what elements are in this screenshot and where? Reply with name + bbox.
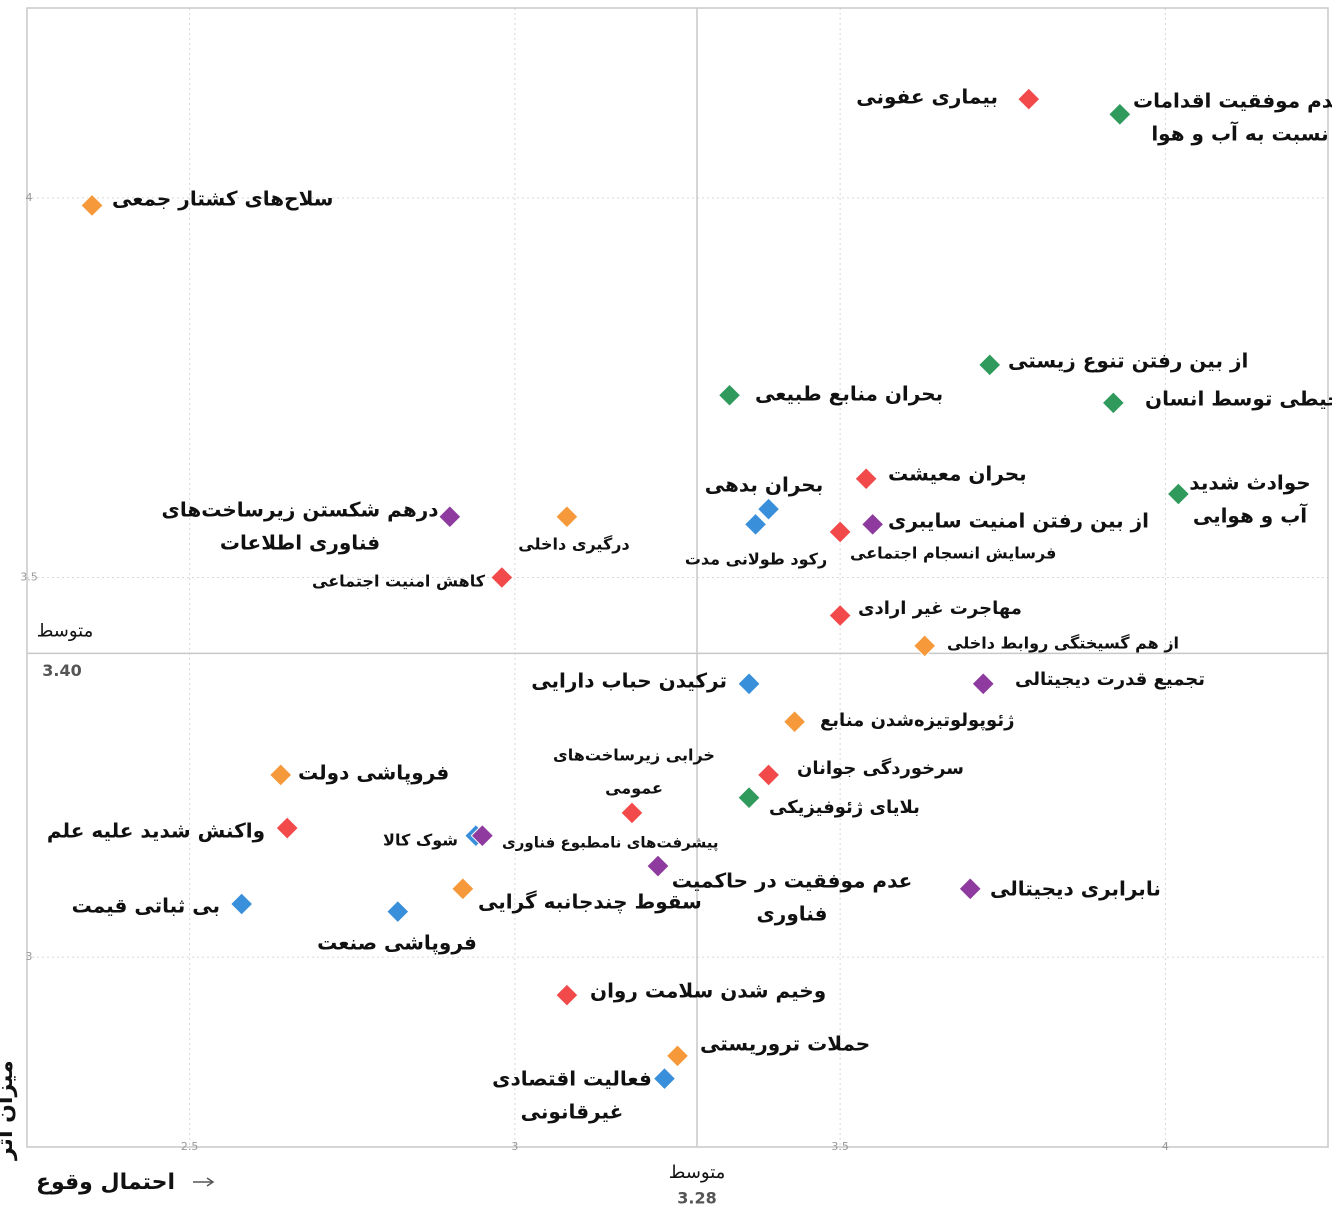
risk-label: خرابی زیرساخت‌های	[553, 746, 715, 765]
risk-label: عدم موفقیت در حاکمیت	[672, 869, 913, 893]
risk-label: عدم موفقیت اقدامات	[1133, 89, 1332, 113]
risk-marker	[958, 877, 982, 901]
risk-label: مهاجرت غیر ارادی	[858, 598, 1022, 619]
risk-marker	[782, 710, 807, 734]
risk-marker	[1017, 87, 1041, 111]
risk-label: نابرابری دیجیتالی	[990, 877, 1161, 901]
y-tick-label: 3.5	[20, 571, 38, 584]
plot-frame	[26, 7, 1329, 1148]
y-axis-title: میزان اثر	[0, 1060, 18, 1161]
risk-marker	[646, 854, 670, 878]
risk-marker	[854, 467, 878, 491]
risk-marker	[275, 816, 299, 840]
risk-label: آسیب محیطی توسط انسان	[1145, 386, 1332, 411]
mean-value: 3.28	[677, 1189, 716, 1208]
x-tick-label: 3.5	[831, 1140, 849, 1153]
risk-label: فرسایش انسجام اجتماعی	[850, 544, 1056, 563]
risk-marker	[743, 512, 768, 537]
risk-marker	[737, 672, 761, 696]
risk-marker	[229, 892, 254, 916]
risk-marker	[756, 497, 781, 521]
risk-marker	[451, 877, 475, 901]
risk-label: ترکیدن حباب دارایی	[531, 669, 727, 693]
risk-label: شوک کالا	[383, 831, 458, 850]
risk-marker	[737, 785, 761, 810]
risk-label: وخیم شدن سلامت روان	[590, 979, 826, 1003]
risk-label: پیشرفت‌های نامطبوع فناوری	[502, 834, 719, 853]
risk-label: بیماری عفونی	[856, 85, 998, 109]
risk-marker	[652, 1066, 677, 1091]
risk-label: آب و هوایی	[1193, 503, 1308, 528]
risk-label: فعالیت اقتصادی	[492, 1067, 652, 1091]
risk-label: تجمیع قدرت دیجیتالی	[1015, 669, 1205, 690]
axis-arrow-head	[206, 1177, 215, 1187]
risk-marker	[1101, 391, 1126, 415]
risk-marker	[717, 383, 742, 407]
risk-label: ژئوپولوتیزه‌شدن منابع	[820, 710, 1014, 731]
risk-label: بلایای ژئوفیزیکی	[769, 797, 920, 818]
risk-marker	[912, 634, 937, 658]
risk-marker	[470, 823, 495, 848]
y-tick-label: 3	[26, 950, 33, 963]
x-axis-title: احتمال وقوع	[36, 1170, 175, 1195]
risk-label: بحران بدهی	[705, 473, 823, 497]
risk-label: بی ثباتی قیمت	[72, 894, 220, 918]
risk-label: بحران منابع طبیعی	[755, 382, 943, 406]
risk-marker	[386, 899, 410, 924]
risk-label: فناوری اطلاعات	[220, 531, 380, 555]
risk-marker	[665, 1044, 690, 1068]
risk-label: نسبت به آب و هوا	[1151, 121, 1328, 146]
mean-label: متوسط	[669, 1162, 726, 1183]
risk-marker	[1166, 482, 1191, 506]
risk-label: درگیری داخلی	[518, 535, 629, 554]
x-tick-label: 4	[1162, 1140, 1169, 1153]
risk-marker	[1108, 102, 1132, 127]
risk-marker	[555, 983, 579, 1007]
risk-marker	[978, 353, 1002, 377]
risk-label: حوادث شدید	[1189, 471, 1310, 495]
risk-marker	[490, 565, 514, 590]
risk-label: واکنش شدید علیه علم	[47, 819, 265, 843]
y-tick-label: 4	[26, 191, 33, 204]
x-tick-label: 2.5	[181, 1140, 199, 1153]
risk-marker	[756, 763, 781, 787]
grid	[27, 8, 1328, 1147]
risk-label: از هم گسیختگی روابط داخلی	[947, 634, 1179, 653]
risk-label: از بین رفتن امنیت سایبری	[888, 509, 1149, 533]
risk-label: رکود طولانی مدت	[685, 550, 827, 569]
mean-value: 3.40	[42, 661, 81, 680]
risk-label: فروپاشی صنعت	[317, 931, 477, 956]
risk-marker	[555, 505, 579, 529]
risk-label: غیرقانونی	[521, 1100, 624, 1124]
risk-label: فناوری	[756, 902, 827, 926]
risk-marker	[828, 520, 852, 544]
risk-label: عمومی	[605, 779, 663, 798]
risk-label: کاهش امنیت اجتماعی	[312, 572, 486, 591]
risk-label: درهم شکستن زیرساخت‌های	[161, 498, 438, 522]
risk-label: حملات تروریستی	[700, 1032, 870, 1056]
risk-marker	[971, 672, 995, 696]
risk-label: فروپاشی دولت	[298, 761, 449, 786]
risk-label: سقوط چندجانبه گرایی	[478, 890, 702, 915]
risk-marker	[860, 512, 885, 537]
risk-label: سرخوردگی جوانان	[797, 757, 964, 779]
risk-marker	[268, 763, 293, 787]
mean-label: متوسط	[37, 620, 94, 641]
risk-marker	[438, 505, 462, 529]
risk-label: سلاح‌های کشتار جمعی	[112, 187, 333, 211]
risk-label: بحران معیشت	[888, 462, 1027, 486]
risk-marker	[620, 801, 644, 825]
risk-marker	[828, 603, 852, 628]
risk-label: از بین رفتن تنوع زیستی	[1008, 349, 1248, 373]
risk-marker	[80, 193, 104, 218]
x-tick-label: 3	[511, 1140, 518, 1153]
